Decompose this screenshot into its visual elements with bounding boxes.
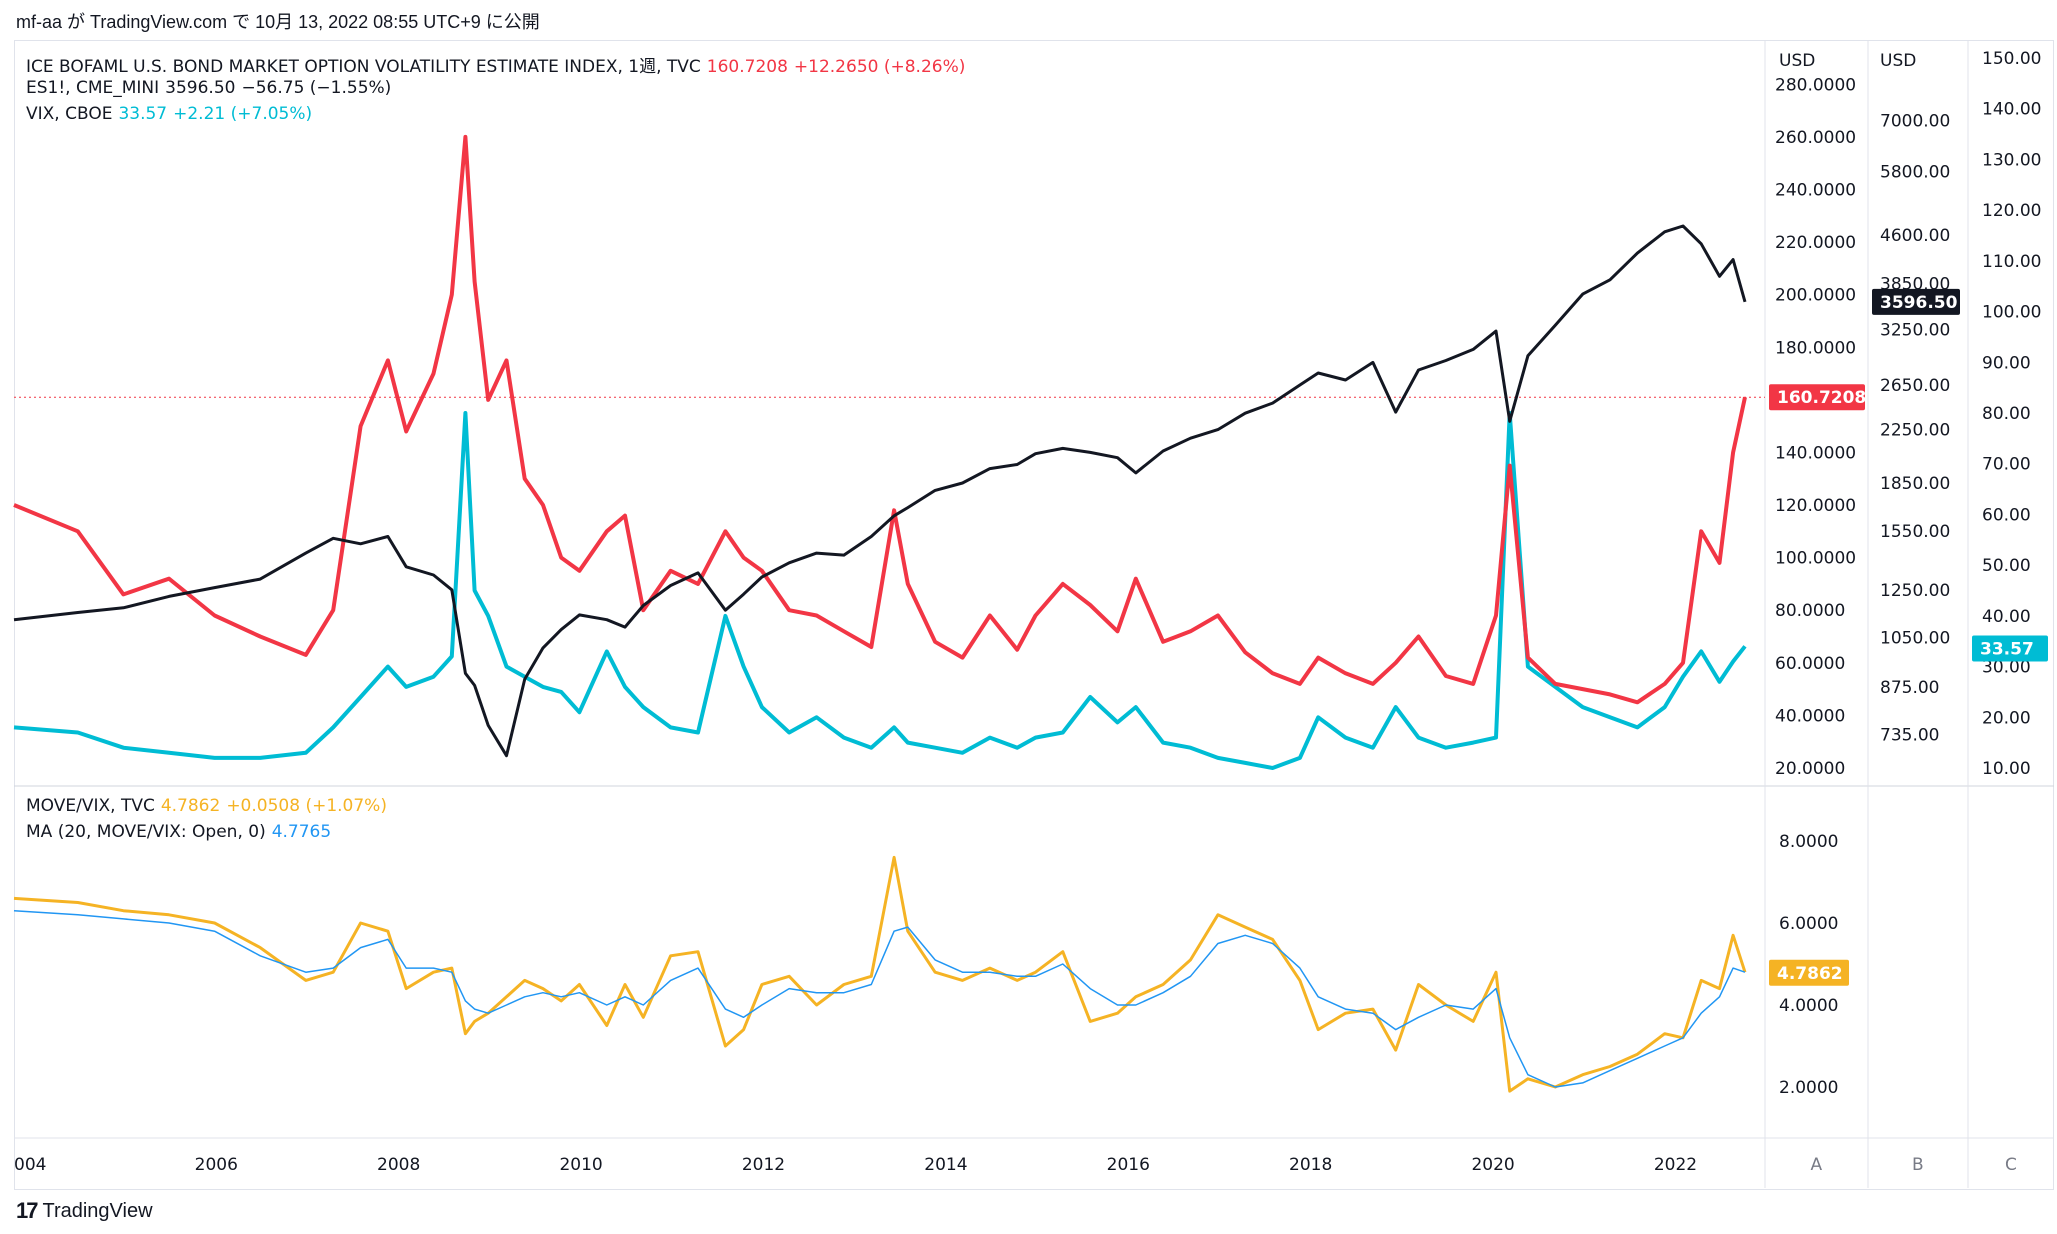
scale-b-tick: 3250.00 — [1880, 320, 1950, 340]
scale-c-label: C — [2005, 1155, 2017, 1175]
scale-c-tick: 40.00 — [1982, 607, 2031, 627]
legend-name: ES1!, CME_MINI — [26, 78, 160, 98]
chart-frame — [14, 40, 2054, 1190]
scale-c-tick: 140.00 — [1982, 100, 2041, 120]
legend-value: 4.7765 — [271, 822, 332, 842]
legend-value: 160.7208 — [706, 57, 788, 77]
legend-bottom: MOVE/VIX, TVC 4.7862 +0.0508 (+1.07%) MA (2… — [26, 796, 393, 848]
x-axis-label: 2008 — [377, 1155, 420, 1175]
scale-c-tick: 30.00 — [1982, 658, 2031, 678]
series-line-es[interactable] — [13, 224, 1747, 758]
legend-row[interactable]: MA (20, MOVE/VIX: Open, 0) 4.7765 — [26, 822, 393, 848]
scale-b-tick: 7000.00 — [1880, 111, 1950, 131]
x-axis-label: 2006 — [195, 1155, 238, 1175]
last-badge-move: 160.7208 — [1777, 388, 1866, 408]
scale-c-tick: 150.00 — [1982, 49, 2041, 69]
scale-c-tick: 60.00 — [1982, 505, 2031, 525]
brand-name: TradingView — [42, 1199, 153, 1222]
legend-top: ICE BOFAML U.S. BOND MARKET OPTION VOLAT… — [26, 52, 971, 130]
scale-a-tick: 280.0000 — [1775, 75, 1856, 95]
lower-scale-tick: 4.0000 — [1779, 996, 1838, 1016]
scale-c-tick: 110.00 — [1982, 252, 2041, 272]
scale-a-tick: 60.0000 — [1775, 654, 1845, 674]
legend-name: MOVE/VIX, TVC — [26, 796, 155, 816]
legend-change: +0.0508 (+1.07%) — [226, 796, 387, 816]
scale-b-tick: 2250.00 — [1880, 421, 1950, 441]
series-line-move-vix[interactable] — [13, 855, 1747, 1093]
footer: 17 TradingView — [16, 1198, 153, 1224]
lower-scale-tick: 6.0000 — [1779, 914, 1838, 934]
x-axis-label: 2014 — [924, 1155, 967, 1175]
scale-b-tick: 1250.00 — [1880, 581, 1950, 601]
legend-row[interactable]: MOVE/VIX, TVC 4.7862 +0.0508 (+1.07%) — [26, 796, 393, 822]
scale-b-tick: 735.00 — [1880, 726, 1939, 746]
scale-a-tick: 100.0000 — [1775, 549, 1856, 569]
scale-a-tick: 140.0000 — [1775, 443, 1856, 463]
scale-a-tick: 80.0000 — [1775, 601, 1845, 621]
lower-scale-tick: 8.0000 — [1779, 832, 1838, 852]
scale-a-tick: 120.0000 — [1775, 496, 1856, 516]
scale-c-tick: 100.00 — [1982, 303, 2041, 323]
series-line-move[interactable] — [13, 134, 1747, 705]
scale-b-tick: 1850.00 — [1880, 474, 1950, 494]
x-axis-label: 2018 — [1289, 1155, 1332, 1175]
series-line-ma[interactable] — [13, 909, 1746, 1088]
scale-a-tick: 220.0000 — [1775, 233, 1856, 253]
last-badge-vix: 33.57 — [1980, 639, 2034, 659]
scale-b-currency: USD — [1880, 51, 1916, 71]
scale-a-tick: 240.0000 — [1775, 180, 1856, 200]
legend-change: +2.21 (+7.05%) — [173, 104, 313, 124]
x-axis-label: 2012 — [742, 1155, 785, 1175]
scale-a-label: A — [1811, 1155, 1823, 1175]
scale-b-tick: 1550.00 — [1880, 522, 1950, 542]
scale-b-tick: 1050.00 — [1880, 628, 1950, 648]
scale-c-tick: 20.00 — [1982, 708, 2031, 728]
scale-b-tick: 4600.00 — [1880, 226, 1950, 246]
x-axis-label: 2016 — [1107, 1155, 1150, 1175]
series-line-vix[interactable] — [13, 411, 1747, 770]
legend-value: 4.7862 — [160, 796, 221, 816]
scale-c-tick: 50.00 — [1982, 556, 2031, 576]
legend-value: 33.57 — [118, 104, 168, 124]
scale-c-tick: 90.00 — [1982, 353, 2031, 373]
scale-c-tick: 10.00 — [1982, 759, 2031, 779]
scale-b-tick: 875.00 — [1880, 678, 1939, 698]
last-badge-move-bg — [1769, 384, 1865, 411]
legend-change: +12.2650 (+8.26%) — [793, 57, 966, 77]
scale-a-tick: 40.0000 — [1775, 706, 1845, 726]
scale-a-tick: 200.0000 — [1775, 286, 1856, 306]
scale-a-currency: USD — [1779, 51, 1815, 71]
scale-a-tick: 20.0000 — [1775, 759, 1845, 779]
scale-a-tick: 180.0000 — [1775, 338, 1856, 358]
scale-b-tick: 2650.00 — [1880, 376, 1950, 396]
legend-value: 3596.50 — [165, 78, 236, 98]
legend-change: −56.75 (−1.55%) — [241, 78, 392, 98]
legend-row[interactable]: ICE BOFAML U.S. BOND MARKET OPTION VOLAT… — [26, 52, 971, 78]
legend-row[interactable]: ES1!, CME_MINI 3596.50 −56.75 (−1.55%) — [26, 78, 971, 104]
scale-c-tick: 130.00 — [1982, 150, 2041, 170]
x-axis-label: 2022 — [1654, 1155, 1697, 1175]
legend-name: ICE BOFAML U.S. BOND MARKET OPTION VOLAT… — [26, 57, 701, 77]
scale-c-tick: 80.00 — [1982, 404, 2031, 424]
x-axis-label: 2020 — [1471, 1155, 1514, 1175]
lower-scale-tick: 2.0000 — [1779, 1078, 1838, 1098]
x-axis-label: 004 — [14, 1155, 46, 1175]
legend-name: MA (20, MOVE/VIX: Open, 0) — [26, 822, 266, 842]
last-badge-vix-bg — [1972, 635, 2048, 662]
scale-c-tick: 70.00 — [1982, 455, 2031, 475]
last-badge-es-bg — [1872, 288, 1960, 315]
last-badge-es: 3596.50 — [1880, 293, 1958, 313]
x-axis-label: 2010 — [559, 1155, 602, 1175]
publish-info: mf-aa が TradingView.com で 10月 13, 2022 0… — [16, 12, 540, 32]
last-badge-move-vix: 4.7862 — [1777, 964, 1843, 984]
scale-a-tick: 260.0000 — [1775, 128, 1856, 148]
scale-b-label: B — [1912, 1155, 1924, 1175]
legend-name: VIX, CBOE — [26, 104, 113, 124]
legend-row[interactable]: VIX, CBOE 33.57 +2.21 (+7.05%) — [26, 104, 971, 130]
scale-b-tick: 5800.00 — [1880, 163, 1950, 183]
tradingview-logo-icon: 17 — [16, 1198, 39, 1223]
scale-c-tick: 120.00 — [1982, 201, 2041, 221]
last-badge-move-vix-bg — [1769, 959, 1849, 986]
